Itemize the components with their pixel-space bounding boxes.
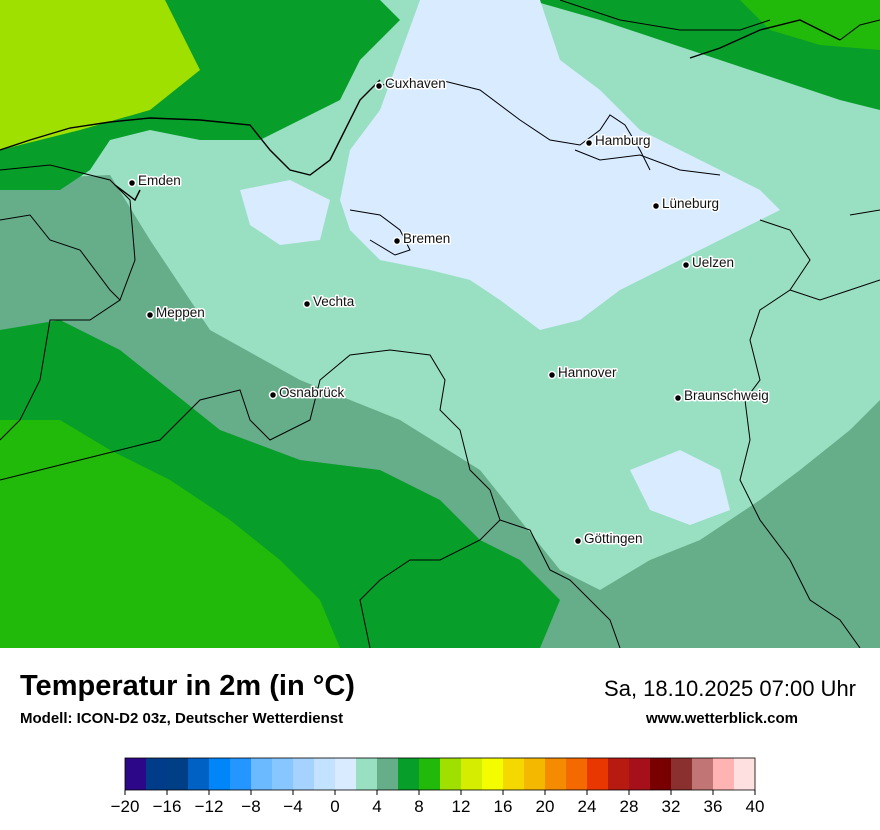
model-source: Modell: ICON-D2 03z, Deutscher Wetterdie… [20,710,344,727]
city-label: Vechta [313,294,355,309]
scale-tick-label: 8 [414,797,423,816]
city-label: Meppen [156,305,205,320]
city-label: Uelzen [692,255,734,270]
scale-tick-label: −16 [153,797,182,816]
color-swatch [734,758,756,790]
color-scale-frame [124,757,756,791]
color-swatch [671,758,693,790]
city-label: Lüneburg [662,196,719,211]
scale-tick-label: 4 [372,797,381,816]
city-göttingen: Göttingen [573,530,644,548]
scale-tick-label: −4 [283,797,302,816]
city-cuxhaven: Cuxhaven [374,75,447,93]
city-hannover: Hannover [547,364,619,382]
city-emden: Emden [127,172,182,190]
map-title: Temperatur in 2m (in °C) [20,670,355,702]
city-dot [651,201,661,211]
temperature-zone-2-4-west [240,180,330,245]
city-meppen: Meppen [145,304,206,322]
city-label: Hannover [558,365,617,380]
color-swatch [293,758,315,790]
city-dot [127,178,137,188]
city-dot [584,138,594,148]
color-swatch [335,758,357,790]
color-swatch [377,758,399,790]
city-hamburg: Hamburg [584,132,652,150]
color-swatch [629,758,651,790]
scale-tick-label: 0 [330,797,339,816]
city-dot [392,236,402,246]
color-swatch [230,758,252,790]
coastline [0,19,841,202]
color-swatch [608,758,630,790]
scale-tick-label: −8 [241,797,260,816]
color-swatch [713,758,735,790]
color-scale-legend: −20 −16 −12 −8 −4 0 4 8 12 16 20 24 28 32 36 40 [100,755,780,825]
city-dot [681,260,691,270]
color-swatch [188,758,210,790]
color-swatch [356,758,378,790]
region-borders [0,0,880,648]
color-swatch [545,758,567,790]
scale-tick-label: 12 [452,797,471,816]
color-swatch [587,758,609,790]
city-dot [573,536,583,546]
city-dot [374,81,384,91]
city-label: Cuxhaven [385,76,446,91]
city-bremen: Bremen [392,230,452,248]
city-label: Emden [138,173,181,188]
color-swatch [650,758,672,790]
scale-tick-label: 24 [578,797,597,816]
temperature-map: Cuxhaven Hamburg Emden Lüneburg Bremen Uelzen… [0,0,880,648]
city-vechta: Vechta [302,293,356,311]
website-link[interactable]: www.wetterblick.com [646,710,798,727]
scale-tick-label: 36 [704,797,723,816]
forecast-datetime: Sa, 18.10.2025 07:00 Uhr [604,676,856,701]
color-scale-svg: −20 −16 −12 −8 −4 0 4 8 12 16 20 24 28 32 36 40 [111,757,765,816]
city-dot [673,393,683,403]
color-swatch [503,758,525,790]
city-label: Braunschweig [684,388,769,403]
color-swatch [482,758,504,790]
city-uelzen: Uelzen [681,254,736,272]
map-canvas: Cuxhaven Hamburg Emden Lüneburg Bremen Uelzen… [0,0,880,648]
city-dot [145,310,155,320]
color-swatch [146,758,168,790]
temperature-zone-10-12 [0,420,340,648]
color-swatch [398,758,420,790]
color-swatch [125,758,147,790]
color-swatch [419,758,441,790]
color-swatch [524,758,546,790]
color-swatch [272,758,294,790]
city-markers: Cuxhaven Hamburg Emden Lüneburg Bremen Uelzen… [127,75,770,548]
color-swatch [314,758,336,790]
temperature-zone-12-14-sea [0,0,200,150]
city-dot [268,390,278,400]
city-label: Göttingen [584,531,643,546]
color-swatch [440,758,462,790]
color-swatch [461,758,483,790]
scale-tick-label: 28 [620,797,639,816]
city-dot [547,370,557,380]
city-label: Hamburg [595,133,651,148]
scale-tick-label: 40 [746,797,765,816]
color-swatch [251,758,273,790]
city-braunschweig: Braunschweig [673,387,770,405]
color-swatch [692,758,714,790]
color-swatch [209,758,231,790]
scale-tick-label: −12 [195,797,224,816]
scale-tick-label: 20 [536,797,555,816]
color-swatch [566,758,588,790]
city-dot [302,299,312,309]
city-label: Osnabrück [279,385,345,400]
color-swatch [167,758,189,790]
temperature-zone-2-4-east [630,450,730,525]
city-lüneburg: Lüneburg [651,195,721,213]
city-label: Bremen [403,231,450,246]
scale-tick-label: 32 [662,797,681,816]
scale-tick-label: −20 [111,797,140,816]
city-osnabrück: Osnabrück [268,384,346,402]
scale-tick-label: 16 [494,797,513,816]
